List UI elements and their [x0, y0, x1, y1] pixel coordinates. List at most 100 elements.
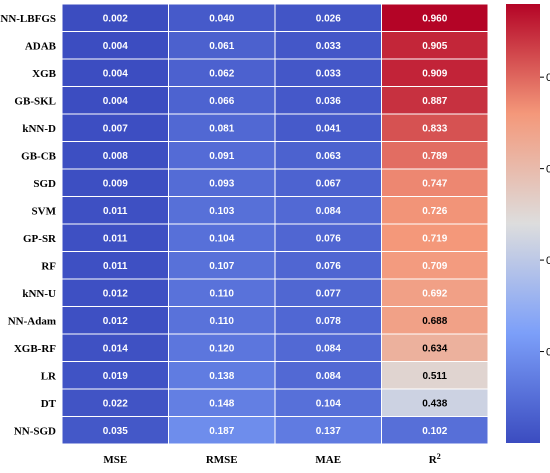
row-label: kNN-D	[22, 123, 56, 135]
heatmap-cell	[61, 361, 169, 390]
cell-value-label: 0.120	[209, 343, 234, 354]
row-label: ADAB	[25, 40, 57, 52]
cell-value-label: 0.041	[316, 123, 341, 134]
cell-value-label: 0.909	[422, 68, 447, 79]
row-label: RF	[41, 260, 56, 272]
column-label: MAE	[315, 454, 341, 466]
heatmap-cell	[168, 361, 276, 390]
heatmap-cell	[381, 333, 489, 362]
row-label: GB-CB	[21, 150, 57, 162]
heatmap-cell	[381, 31, 489, 60]
column-label: RMSE	[206, 454, 238, 466]
heatmap-cell	[381, 113, 489, 142]
cell-value-label: 0.067	[316, 178, 341, 189]
heatmap-cell	[381, 3, 489, 32]
cell-value-label: 0.081	[209, 123, 234, 134]
cell-value-label: 0.004	[103, 41, 128, 52]
heatmap-cell	[61, 333, 169, 362]
heatmap-cell	[381, 306, 489, 335]
cell-value-label: 0.719	[422, 233, 447, 244]
heatmap-cell	[61, 416, 169, 445]
heatmap-cell	[168, 306, 276, 335]
heatmap-cell	[61, 3, 169, 32]
heatmap-cell	[168, 416, 276, 445]
heatmap-cell	[381, 58, 489, 87]
cell-value-label: 0.726	[422, 206, 447, 217]
cell-value-label: 0.011	[103, 261, 128, 272]
cell-value-label: 0.062	[209, 68, 234, 79]
row-label: NN-SGD	[14, 425, 56, 437]
heatmap-cell	[168, 31, 276, 60]
heatmap-cell	[168, 278, 276, 307]
cell-value-label: 0.004	[103, 68, 128, 79]
heatmap-cell	[61, 196, 169, 225]
cell-value-label: 0.066	[209, 96, 234, 107]
cell-value-label: 0.091	[209, 151, 234, 162]
cell-value-label: 0.007	[103, 123, 128, 134]
row-label: XGB	[32, 68, 57, 80]
cell-value-label: 0.012	[103, 316, 128, 327]
row-label: GB-SKL	[14, 95, 56, 107]
heatmap-cell	[168, 3, 276, 32]
row-label: GP-SR	[23, 233, 57, 245]
cell-value-label: 0.833	[422, 123, 447, 134]
heatmap-cell	[274, 388, 382, 417]
row-label: SGD	[33, 178, 56, 190]
heatmap-cell	[274, 141, 382, 170]
cell-value-label: 0.960	[422, 13, 447, 24]
cell-value-label: 0.789	[422, 151, 447, 162]
cell-value-label: 0.076	[316, 261, 341, 272]
cell-value-label: 0.009	[103, 178, 128, 189]
row-labels: NN-LBFGS ADAB XGB GB-SKL kNN-D GB-CB SGD SVM GP-…	[0, 13, 57, 438]
heatmap-cell	[274, 333, 382, 362]
cell-value-label: 0.033	[316, 68, 341, 79]
cell-value-label: 0.511	[423, 371, 448, 382]
colorbar: 0.2 0.4 0.6 0.8	[506, 4, 550, 443]
heatmap-cell	[381, 416, 489, 445]
heatmap-cell	[274, 278, 382, 307]
cell-value-label: 0.692	[422, 288, 447, 299]
heatmap-cell	[381, 223, 489, 252]
cell-value-label: 0.022	[103, 398, 128, 409]
cell-value-label: 0.026	[316, 13, 341, 24]
heatmap-cell	[381, 86, 489, 115]
heatmap-cell	[168, 113, 276, 142]
cell-value-label: 0.036	[316, 96, 341, 107]
cell-value-label: 0.187	[209, 426, 234, 437]
heatmap-cell	[168, 141, 276, 170]
cell-value-label: 0.008	[103, 151, 128, 162]
row-label: NN-LBFGS	[0, 13, 56, 25]
cell-value-label: 0.063	[316, 151, 341, 162]
cell-value-label: 0.035	[103, 426, 128, 437]
cell-value-label: 0.077	[316, 288, 341, 299]
colorbar-tick-label: 0.6	[546, 164, 550, 176]
heatmap-cell	[274, 251, 382, 280]
cell-value-label: 0.107	[209, 261, 234, 272]
cell-value-label: 0.104	[316, 398, 341, 409]
cell-value-label: 0.004	[103, 96, 128, 107]
heatmap-cell	[61, 113, 169, 142]
cell-value-label: 0.709	[422, 261, 447, 272]
heatmap-cell	[381, 251, 489, 280]
cell-value-label: 0.084	[316, 371, 341, 382]
cell-value-label: 0.084	[316, 343, 341, 354]
cell-value-label: 0.014	[103, 343, 128, 354]
cell-value-label: 0.110	[210, 288, 235, 299]
heatmap-cell	[168, 333, 276, 362]
cell-value-label: 0.634	[422, 343, 447, 354]
cell-value-label: 0.011	[103, 206, 128, 217]
cell-value-label: 0.103	[209, 206, 234, 217]
cell-value-label: 0.438	[422, 398, 447, 409]
heatmap-cell	[274, 113, 382, 142]
heatmap-cell	[61, 251, 169, 280]
heatmap-cell	[381, 278, 489, 307]
row-label: SVM	[32, 205, 57, 217]
row-label: kNN-U	[22, 288, 56, 300]
heatmap-cell	[381, 361, 489, 390]
heatmap-cell	[61, 306, 169, 335]
cell-value-label: 0.104	[209, 233, 234, 244]
heatmap-cell	[274, 196, 382, 225]
cell-value-label: 0.078	[316, 316, 341, 327]
heatmap-cell	[381, 168, 489, 197]
